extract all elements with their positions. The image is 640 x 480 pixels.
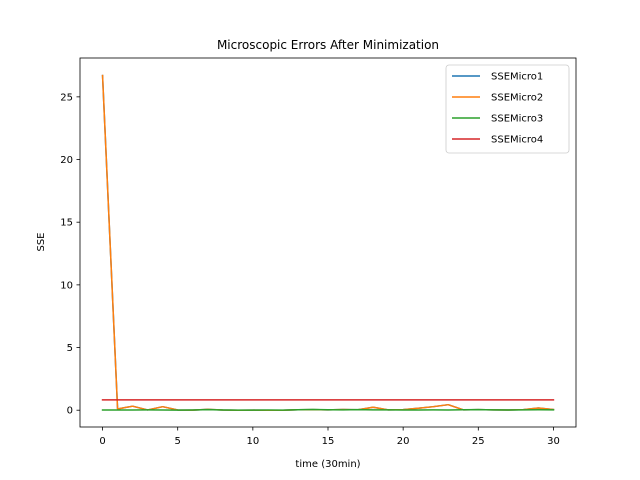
y-tick-label: 5 <box>67 343 73 354</box>
y-axis-ticks: 0 5 10 15 20 25 <box>60 92 80 417</box>
y-axis-label: SSE <box>36 232 47 251</box>
legend-label: SSEMicro3 <box>491 114 543 125</box>
series-line-3 <box>101 408 555 411</box>
legend-label: SSEMicro2 <box>491 93 543 104</box>
y-tick-label: 10 <box>60 280 73 291</box>
x-tick-label: 5 <box>175 436 181 447</box>
series-layer <box>101 74 555 411</box>
x-tick-label: 20 <box>397 436 410 447</box>
y-tick-label: 15 <box>60 218 73 229</box>
legend-entries: SSEMicro1 SSEMicro2 SSEMicro3 SSEMicro4 <box>452 72 543 146</box>
y-tick-label: 0 <box>67 406 73 417</box>
x-axis-label: time (30min) <box>295 459 360 470</box>
x-axis-ticks: 0 5 10 15 20 25 30 <box>99 427 560 447</box>
x-tick-label: 30 <box>547 436 560 447</box>
x-tick-label: 10 <box>246 436 259 447</box>
legend-label: SSEMicro1 <box>491 72 543 83</box>
x-tick-label: 15 <box>322 436 335 447</box>
x-tick-label: 0 <box>99 436 105 447</box>
y-tick-label: 25 <box>60 92 73 103</box>
y-tick-label: 20 <box>60 155 73 166</box>
chart-title: Microscopic Errors After Minimization <box>217 38 439 52</box>
legend: SSEMicro1 SSEMicro2 SSEMicro3 SSEMicro4 <box>445 64 570 154</box>
legend-box <box>445 64 570 154</box>
x-tick-label: 25 <box>472 436 485 447</box>
legend-label: SSEMicro4 <box>491 135 543 146</box>
